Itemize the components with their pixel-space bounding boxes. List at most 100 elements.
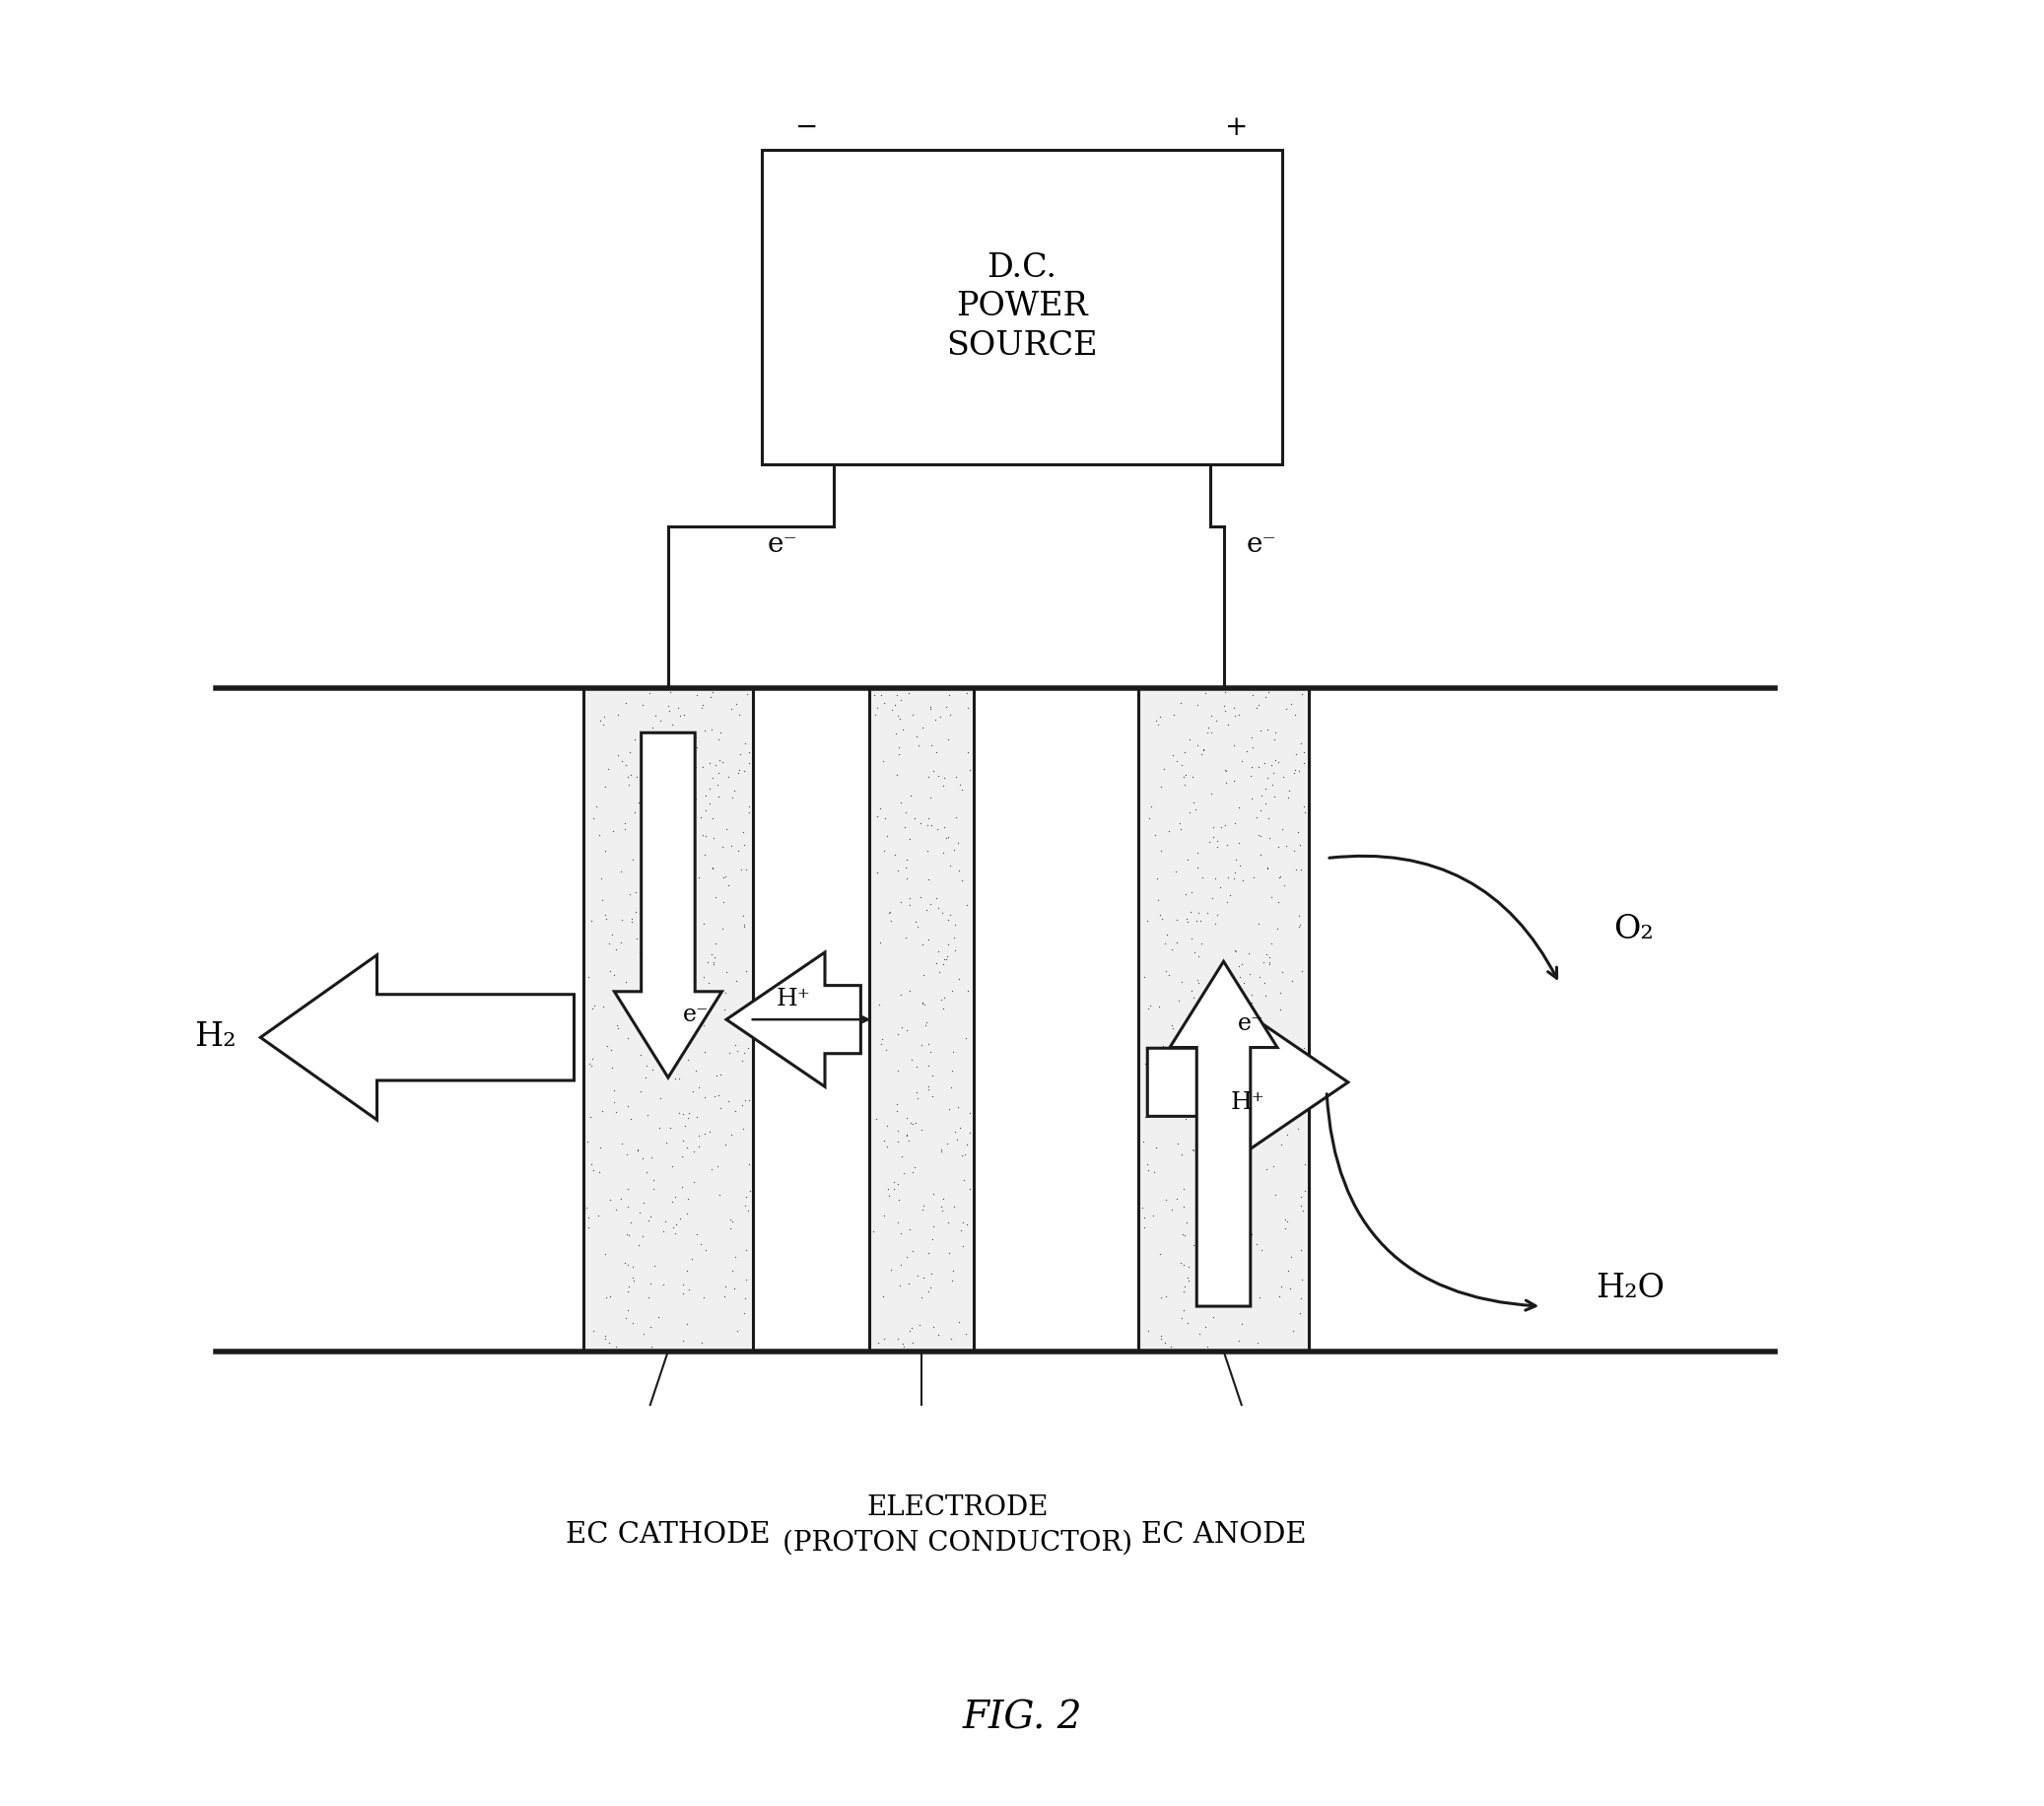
Point [595, 1053, 628, 1082]
Point [1196, 719, 1228, 748]
Point [1284, 757, 1316, 786]
Point [1267, 1087, 1300, 1116]
Point [679, 762, 711, 791]
Point [873, 1174, 905, 1203]
Point [1171, 1309, 1204, 1338]
Point [885, 1250, 918, 1279]
Point [1210, 831, 1243, 860]
Point [887, 1329, 920, 1358]
Bar [869, 688, 973, 1351]
Point [1167, 1250, 1200, 1279]
Point [1249, 748, 1282, 777]
Point [1245, 1235, 1278, 1264]
Point [625, 690, 658, 719]
Point [928, 945, 961, 973]
Point [1265, 861, 1298, 890]
Point [623, 937, 656, 966]
Point [621, 1136, 654, 1165]
Point [1141, 1132, 1173, 1161]
Point [1214, 881, 1247, 910]
Point [1271, 1120, 1304, 1149]
Point [662, 809, 695, 838]
Point [877, 1168, 910, 1197]
Point [662, 863, 695, 892]
Point [715, 694, 748, 722]
Point [924, 986, 957, 1015]
Point [938, 1118, 971, 1147]
Text: H⁺: H⁺ [777, 988, 811, 1011]
Point [938, 1192, 971, 1221]
Point [630, 1051, 662, 1080]
Point [926, 771, 959, 800]
Point [611, 1219, 644, 1248]
Point [1167, 1295, 1200, 1324]
Point [1190, 719, 1222, 748]
Point [1204, 1206, 1237, 1235]
Point [871, 1112, 903, 1141]
Point [574, 1103, 607, 1132]
Point [623, 907, 656, 936]
Point [662, 858, 695, 887]
Point [1286, 1264, 1318, 1293]
Point [1282, 1046, 1314, 1075]
Point [1147, 905, 1179, 934]
Point [642, 1302, 675, 1331]
Bar [762, 150, 1282, 464]
Point [1130, 1150, 1163, 1179]
Point [1171, 1262, 1204, 1291]
Point [648, 1206, 681, 1235]
Point [877, 1174, 910, 1203]
Point [1286, 856, 1318, 885]
Point [1153, 961, 1186, 990]
Point [611, 1091, 644, 1120]
Point [1222, 1125, 1255, 1154]
Point [1273, 1096, 1306, 1125]
Point [1271, 784, 1304, 813]
Point [732, 1033, 764, 1062]
Point [869, 1125, 901, 1154]
Point [662, 694, 695, 722]
Point [1171, 908, 1204, 937]
Point [932, 1239, 965, 1268]
Point [1233, 959, 1265, 988]
Point [865, 681, 897, 710]
Point [695, 1154, 728, 1183]
Point [599, 1333, 632, 1362]
Point [916, 731, 948, 760]
Point [609, 966, 642, 995]
Point [722, 759, 754, 787]
Point [703, 1179, 736, 1208]
Point [881, 1057, 914, 1085]
Point [576, 1044, 609, 1073]
Point [593, 957, 625, 986]
Point [589, 1239, 621, 1268]
Point [1245, 822, 1278, 851]
Point [709, 977, 742, 1006]
Point [1228, 1098, 1261, 1127]
Point [585, 706, 617, 735]
Point [654, 811, 687, 840]
Point [619, 878, 652, 907]
Point [589, 1320, 621, 1349]
Point [1259, 719, 1292, 748]
Point [572, 1212, 605, 1241]
Point [883, 981, 916, 1010]
Point [897, 1152, 930, 1181]
Point [1210, 811, 1243, 840]
Point [666, 1100, 699, 1129]
Point [893, 883, 926, 912]
Point [922, 894, 955, 923]
Point [1177, 1230, 1210, 1259]
Point [1288, 1176, 1320, 1205]
Point [946, 1232, 979, 1261]
Point [932, 1208, 965, 1237]
Point [681, 733, 713, 762]
Point [687, 1282, 719, 1311]
Point [703, 719, 736, 748]
Point [891, 845, 924, 874]
Point [912, 762, 944, 791]
Point [1161, 746, 1194, 775]
Point [1241, 694, 1273, 722]
Point [609, 815, 642, 843]
Point [926, 1185, 959, 1214]
